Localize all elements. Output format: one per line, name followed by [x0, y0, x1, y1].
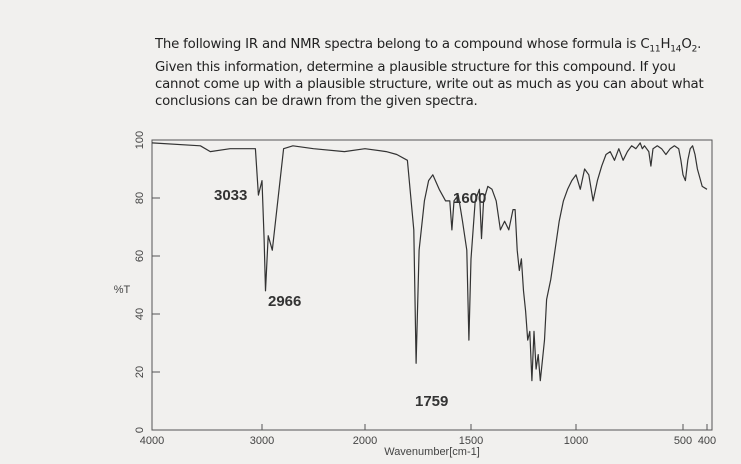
end: .	[697, 37, 702, 52]
count: 2	[691, 44, 698, 55]
y-tick-label: 20	[134, 366, 146, 378]
annotation: 2966	[268, 293, 301, 310]
question-line: Given this information, determine a plau…	[155, 59, 676, 75]
x-axis-label: Wavenumber[cm-1]	[384, 446, 480, 458]
x-tick-label: 500	[674, 435, 692, 447]
spectrum	[151, 142, 708, 382]
question-line: conclusions can be drawn from the given …	[155, 93, 478, 109]
y-tick-label: 60	[134, 250, 146, 262]
annotation: 1759	[415, 393, 448, 410]
x-tick-label: 400	[698, 435, 716, 447]
intro: The following IR and NMR spectra belong …	[155, 37, 641, 52]
formula: C11H14O2	[640, 37, 698, 55]
annotation: 1600	[453, 190, 486, 207]
x-tick-label: 1500	[459, 435, 483, 447]
element: C	[640, 37, 650, 52]
element: H	[660, 37, 671, 52]
x-tick-label: 1000	[564, 435, 588, 447]
element: O	[681, 37, 692, 52]
count: 14	[670, 44, 682, 55]
question-line: cannot come up with a plausible structur…	[155, 76, 704, 92]
y-tick-label: 100	[134, 131, 146, 149]
y-tick-label: 0	[134, 427, 146, 433]
y-tick-label: 80	[134, 192, 146, 204]
question-line: The following IR and NMR spectra belong …	[155, 36, 704, 59]
x-tick-label: 2000	[353, 435, 377, 447]
annotation: 3033	[214, 187, 247, 204]
y-tick-label: 40	[134, 308, 146, 320]
question: The following IR and NMR spectra belong …	[155, 36, 704, 110]
plot-frame	[151, 139, 713, 431]
y-axis-label: %T	[114, 284, 131, 296]
count: 11	[649, 44, 661, 55]
x-tick-label: 3000	[250, 435, 274, 447]
x-tick-label: 4000	[140, 435, 164, 447]
